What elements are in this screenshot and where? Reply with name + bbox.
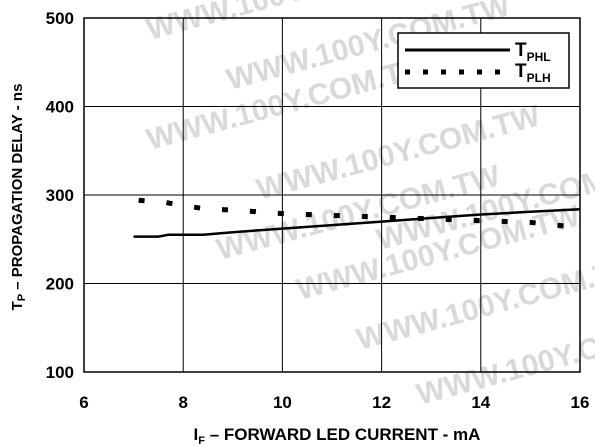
x-tick-label: 10 bbox=[273, 393, 292, 412]
y-axis-title-main: T bbox=[9, 301, 26, 310]
series-line-tplh bbox=[138, 197, 566, 229]
x-tick-label: 8 bbox=[178, 393, 187, 412]
x-axis-title-rest: – FORWARD LED CURRENT - mA bbox=[205, 425, 480, 444]
series-line-tphl bbox=[133, 207, 581, 238]
y-tick-label: 100 bbox=[46, 363, 74, 382]
y-tick-label: 200 bbox=[46, 275, 74, 294]
legend-label-plh-sub: PLH bbox=[527, 71, 551, 85]
legend-label-plh-main: T bbox=[515, 61, 527, 82]
x-tick-label: 16 bbox=[571, 393, 590, 412]
y-axis-title: TP – PROPAGATION DELAY - ns bbox=[9, 84, 28, 311]
x-tick-label: 14 bbox=[471, 393, 490, 412]
y-axis-title-sub: P bbox=[16, 294, 28, 301]
y-tick-label: 500 bbox=[46, 9, 74, 28]
y-tick-label: 400 bbox=[46, 98, 74, 117]
legend-label-phl: TPHL bbox=[515, 40, 551, 64]
y-axis-title-rest: – PROPAGATION DELAY - ns bbox=[9, 84, 26, 294]
x-axis-title-sub: F bbox=[198, 435, 205, 447]
tick-labels: 6 8 10 12 14 16 100 200 300 400 500 bbox=[46, 9, 590, 412]
plot-frame bbox=[83, 17, 581, 373]
legend-label-plh: TPLH bbox=[515, 61, 551, 85]
x-tick-label: 12 bbox=[372, 393, 391, 412]
y-tick-label: 300 bbox=[46, 186, 74, 205]
legend: TPHL TPLH bbox=[397, 32, 570, 89]
legend-box bbox=[397, 32, 570, 89]
x-tick-label: 6 bbox=[79, 393, 88, 412]
x-axis-title: IF – FORWARD LED CURRENT - mA bbox=[194, 425, 481, 447]
series-layer bbox=[133, 197, 581, 238]
legend-label-phl-sub: PHL bbox=[527, 50, 551, 64]
legend-label-phl-main: T bbox=[515, 40, 527, 61]
x-axis-title-main: I bbox=[194, 425, 199, 444]
